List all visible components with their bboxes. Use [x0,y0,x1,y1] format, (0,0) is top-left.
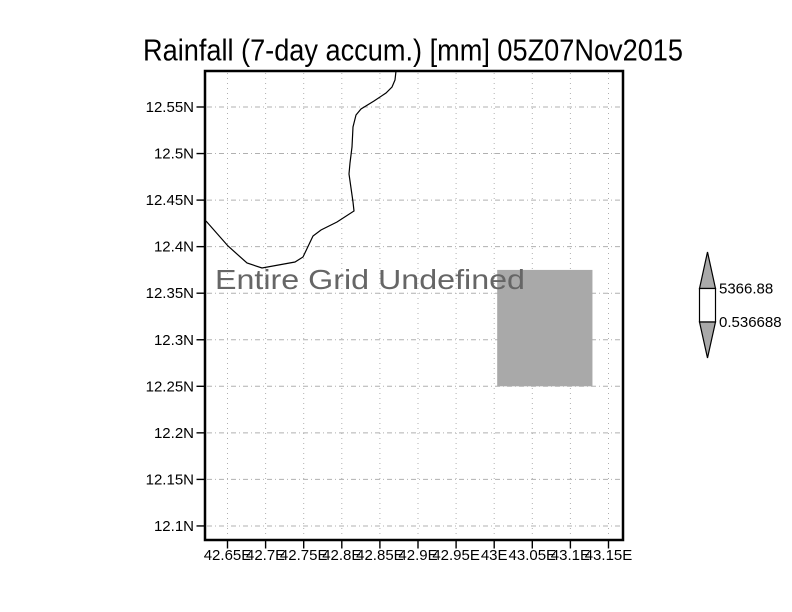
y-tick-label: 12.25N [146,378,194,395]
colorbar-box [698,287,717,323]
x-tick-label: 43.1E [551,547,590,564]
colorbar-down-arrow-icon [698,321,717,359]
colorbar-up-arrow-icon [698,251,717,290]
y-tick-label: 12.3N [154,332,194,349]
x-tick-label: 42.65E [204,547,252,564]
plot-border [203,69,625,542]
colorbar-max-label: 5366.88 [719,281,773,298]
x-tick-label: 43.15E [585,547,633,564]
x-tick-label: 42.7E [246,547,285,564]
y-tick-label: 12.15N [146,471,194,488]
y-tick-label: 12.4N [154,239,194,256]
colorbar: 5366.88 0.536688 [698,251,782,359]
x-tick-label: 42.75E [280,547,328,564]
y-tick-label: 12.1N [154,518,194,535]
x-tick-label: 43.05E [509,547,557,564]
x-tick-label: 43E [481,547,508,564]
y-tick-label: 12.45N [146,192,194,209]
coastline [205,70,397,269]
status-annotation: Entire Grid Undefined [215,264,525,295]
x-tick-label: 42.8E [322,547,361,564]
x-tick-label: 42.85E [356,547,404,564]
undefined-data-region [497,269,593,387]
x-tick-label: 42.9E [398,547,437,564]
axis-ticks [196,106,610,549]
y-tick-label: 12.55N [146,99,194,116]
chart-title: Rainfall (7-day accum.) [mm] 05Z07Nov201… [143,33,683,68]
y-tick-label: 12.2N [154,425,194,442]
gridlines [207,73,621,538]
y-tick-label: 12.5N [154,146,194,163]
y-tick-label: 12.35N [146,285,194,302]
x-tick-label: 42.95E [432,547,480,564]
colorbar-min-label: 0.536688 [719,314,782,331]
